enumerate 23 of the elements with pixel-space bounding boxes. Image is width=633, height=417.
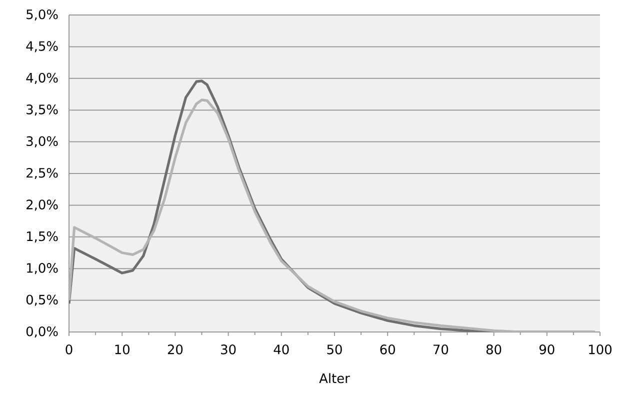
x-tick-label: 0 bbox=[66, 344, 72, 354]
x-tick-label: 10 bbox=[115, 344, 130, 354]
x-tick-label: 50 bbox=[327, 344, 342, 354]
x-tick-label: 40 bbox=[274, 344, 289, 354]
x-tick-label: 100 bbox=[589, 344, 612, 354]
y-tick-label: 1,5% bbox=[27, 231, 58, 242]
x-tick-label: 20 bbox=[168, 344, 183, 354]
x-tick-label: 90 bbox=[539, 344, 554, 354]
y-tick-label: 0,0% bbox=[26, 326, 58, 338]
x-tick-label: 30 bbox=[221, 344, 236, 354]
y-tick-label: 3,5% bbox=[26, 104, 58, 116]
x-tick-label: 60 bbox=[380, 344, 395, 354]
x-axis-title: Alter bbox=[319, 373, 350, 384]
y-tick-label: 2,5% bbox=[26, 168, 58, 180]
y-tick-label: 5,0% bbox=[26, 9, 58, 21]
x-tick-label: 80 bbox=[486, 344, 502, 354]
y-tick-label: 1,0% bbox=[27, 263, 58, 274]
y-tick-label: 0,5% bbox=[26, 294, 58, 306]
y-tick-label: 4,0% bbox=[26, 72, 58, 84]
y-tick-label: 3,0% bbox=[26, 136, 58, 148]
y-tick-label: 4,5% bbox=[26, 41, 58, 52]
y-tick-label: 2,0% bbox=[26, 200, 58, 211]
x-tick-label: 70 bbox=[434, 344, 448, 354]
